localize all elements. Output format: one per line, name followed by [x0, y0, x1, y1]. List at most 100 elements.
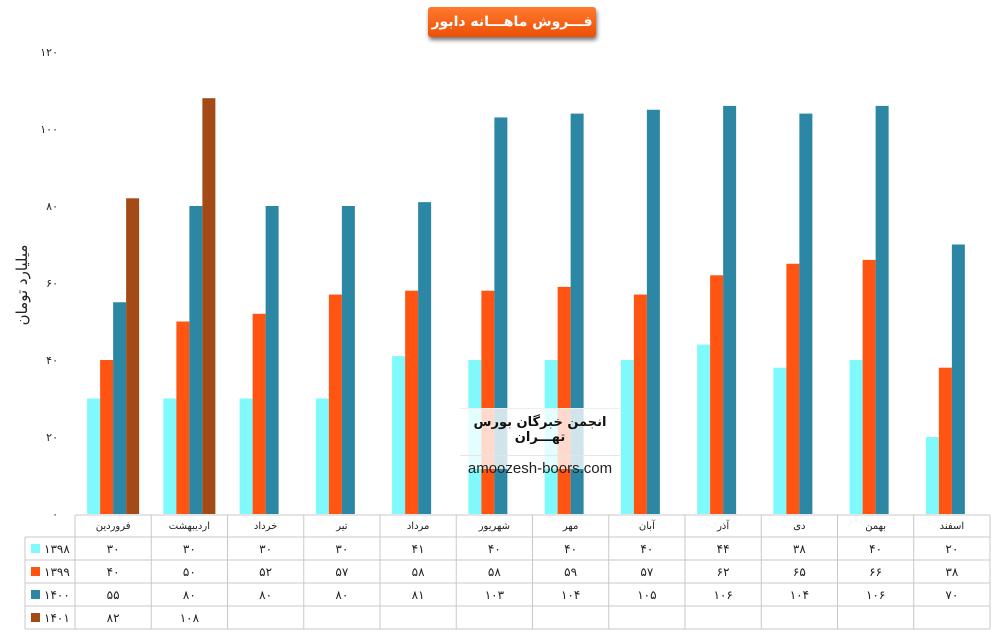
table-cell: ۵۹ — [564, 565, 577, 579]
table-cell: ۵۷ — [335, 565, 348, 579]
legend-swatch — [31, 544, 40, 553]
table-cell: ۳۰ — [335, 542, 348, 556]
table-cell: ۴۰ — [107, 565, 120, 579]
category-label: اسفند — [940, 521, 964, 532]
table-cell: ۱۰۵ — [637, 588, 656, 602]
table-cell: ۸۰ — [183, 588, 196, 602]
table-cell: ۶۵ — [793, 565, 806, 579]
bar — [163, 398, 177, 514]
table-cell: ۵۰ — [183, 565, 196, 579]
table-cell: ۴۰ — [488, 542, 501, 556]
bar — [951, 244, 965, 514]
bar — [392, 356, 406, 514]
table-cell: ۴۱ — [412, 542, 425, 556]
bar — [697, 344, 711, 514]
category-label: مرداد — [407, 521, 430, 532]
legend-label: ۱۳۹۸ — [44, 542, 70, 556]
table-cell: ۳۸ — [945, 565, 958, 579]
table-cell: ۱۰۶ — [713, 588, 732, 602]
watermark: انجمن خبرگان بورس تهـــران amoozesh-boor… — [460, 408, 620, 477]
category-label: مهر — [562, 521, 578, 532]
bar — [328, 294, 342, 514]
category-label: اردیبهشت — [169, 521, 210, 532]
y-tick-label: ۴۰ — [46, 354, 58, 367]
table-cell: ۵۸ — [412, 565, 425, 579]
bar — [710, 275, 724, 514]
bar — [265, 206, 279, 514]
table-cell: ۵۵ — [107, 588, 120, 602]
bar — [875, 105, 889, 515]
table-cell: ۴۰ — [640, 542, 653, 556]
y-axis-label: میلیارد تومان — [13, 245, 31, 326]
bar — [176, 321, 190, 514]
bar — [925, 437, 939, 514]
watermark-url: amoozesh-boors.com — [460, 455, 620, 477]
y-tick-label: ۶۰ — [46, 277, 58, 290]
bar — [481, 290, 495, 514]
watermark-title: انجمن خبرگان بورس تهـــران — [473, 415, 607, 445]
y-tick-label: ۱۰۰ — [40, 123, 58, 136]
bar — [113, 302, 127, 514]
chart-title: فـــروش ماهـــانه دابور — [428, 7, 596, 37]
data-table: فروردین اردیبهشت خرداد تیر مرداد شهریور مهر آبا… — [24, 514, 991, 630]
bar — [620, 360, 634, 514]
table-cell: ۱۰۴ — [790, 588, 809, 602]
category-label: آذر — [716, 519, 730, 532]
table-cell: ۵۲ — [259, 565, 272, 579]
bar — [862, 259, 876, 514]
y-axis-ticks: ۰ ۲۰ ۴۰ ۶۰ ۸۰ ۱۰۰ ۱۲۰ — [40, 46, 58, 521]
table-cell: ۱۰۸ — [180, 611, 200, 625]
bar — [87, 398, 101, 514]
bar — [239, 398, 253, 514]
category-label: فروردین — [96, 521, 131, 532]
bar — [786, 263, 800, 514]
bar — [723, 105, 737, 515]
legend-label: ۱۳۹۹ — [44, 565, 70, 579]
bar — [773, 367, 787, 514]
bar — [202, 98, 216, 514]
table-cell: ۳۰ — [107, 542, 120, 556]
table-cell: ۱۰۶ — [866, 588, 885, 602]
table-cell: ۳۰ — [183, 542, 196, 556]
table-cell: ۴۴ — [717, 542, 730, 556]
bar — [849, 360, 863, 514]
y-tick-label: ۲۰ — [46, 431, 58, 444]
bar — [557, 286, 571, 514]
table-cell: ۳۰ — [259, 542, 272, 556]
table-cell: ۸۰ — [335, 588, 348, 602]
legend-swatch — [31, 567, 40, 576]
table-cell: ۴۰ — [869, 542, 882, 556]
legend-label: ۱۴۰۰ — [44, 588, 70, 602]
bar — [418, 202, 432, 514]
y-tick-label: ۱۲۰ — [40, 46, 58, 59]
category-label: دی — [793, 521, 805, 532]
table-cell: ۳۸ — [793, 542, 806, 556]
bar — [799, 113, 813, 514]
table-cell: ۵۷ — [640, 565, 653, 579]
table-cell: ۱۰۳ — [485, 588, 505, 602]
bar — [646, 109, 660, 514]
bar — [341, 206, 355, 514]
bar — [938, 367, 952, 514]
table-cell: ۸۱ — [412, 588, 425, 602]
legend-swatch — [31, 613, 40, 622]
table-cell: ۸۲ — [107, 611, 120, 625]
table-cell: ۶۲ — [717, 565, 730, 579]
y-tick-label: ۰ — [52, 508, 58, 521]
table-cell: ۴۰ — [564, 542, 577, 556]
bar — [126, 198, 140, 515]
bar — [315, 398, 329, 514]
bar — [100, 360, 114, 514]
category-label: شهریور — [478, 521, 510, 532]
category-label: بهمن — [865, 521, 886, 532]
legend-label: ۱۴۰۱ — [44, 611, 70, 625]
table-cell: ۸۰ — [259, 588, 272, 602]
table-cell: ۵۸ — [488, 565, 501, 579]
legend-swatch — [31, 590, 40, 599]
bar — [189, 206, 203, 514]
table-cell: ۱۰۴ — [561, 588, 580, 602]
bar — [633, 294, 647, 514]
category-label: آبان — [639, 519, 656, 532]
table-cell: ۷۰ — [945, 588, 958, 602]
